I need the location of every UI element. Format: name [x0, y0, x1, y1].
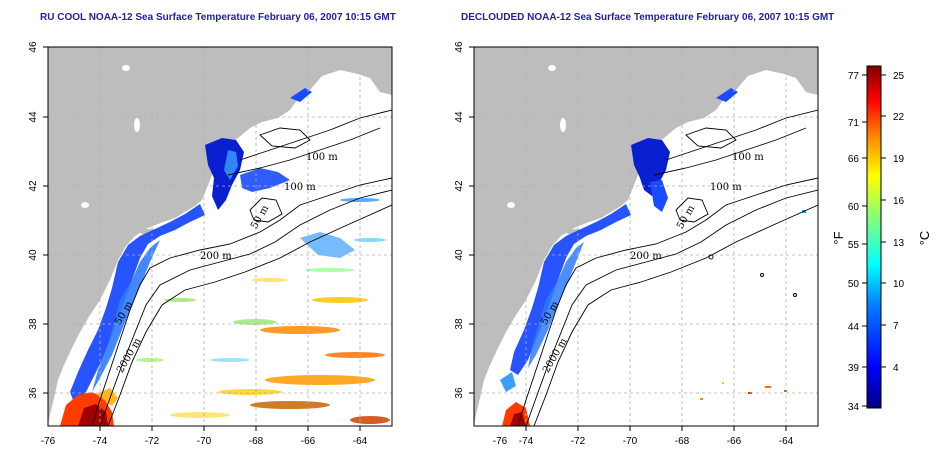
right-map-frame [473, 46, 819, 427]
contour-label: 100 m [710, 182, 742, 193]
celsius-tick: 13 [893, 238, 905, 249]
left-map-frame [47, 46, 393, 427]
contour-label: 100 m [306, 152, 338, 163]
celsius-tick: 7 [893, 321, 899, 332]
celsius-tick: 16 [893, 196, 905, 207]
y-tick-label: 42 [28, 180, 39, 192]
fahrenheit-tick: 34 [848, 402, 860, 413]
x-tick-label: -72 [145, 436, 160, 447]
fahrenheit-axis-label: °F [831, 231, 846, 244]
celsius-tick: 22 [893, 112, 905, 123]
x-tick-label: -64 [779, 436, 794, 447]
x-tick-label: -68 [675, 436, 690, 447]
contour-label: 200 m [200, 251, 232, 262]
y-tick-label: 46 [28, 41, 39, 53]
y-tick-label: 38 [454, 318, 465, 330]
y-tick-label: 40 [28, 249, 39, 261]
left-panel-title: RU COOL NOAA-12 Sea Surface Temperature … [40, 12, 396, 23]
x-tick-label: -70 [197, 436, 212, 447]
x-tick-label: -70 [623, 436, 638, 447]
contour-label: 100 m [284, 182, 316, 193]
fahrenheit-tick: 77 [848, 71, 860, 82]
y-tick-label: 46 [454, 41, 465, 53]
x-tick-label: -74 [93, 436, 108, 447]
fahrenheit-tick: 71 [848, 118, 860, 129]
fahrenheit-tick: 50 [848, 279, 860, 290]
fahrenheit-tick: 55 [848, 240, 860, 251]
temperature-colorbar: 77 71 66 60 55 50 44 39 34 25 22 19 16 1… [831, 65, 932, 413]
fahrenheit-tick: 44 [848, 322, 860, 333]
y-tick-label: 44 [28, 111, 39, 123]
right-map: 100 m 100 m 50 m 200 m 50 m 2000 m -76 -… [454, 41, 819, 447]
x-tick-label: -66 [727, 436, 742, 447]
land-mass [48, 47, 392, 426]
x-tick-label: -74 [519, 436, 534, 447]
x-tick-label: -76 [493, 436, 508, 447]
y-tick-label: 40 [454, 249, 465, 261]
x-tick-label: -72 [571, 436, 586, 447]
celsius-tick: 19 [893, 154, 905, 165]
fahrenheit-tick: 60 [848, 202, 860, 213]
left-map: 100 m 100 m 50 m 200 m 50 m 2000 m -76 -… [28, 41, 393, 447]
x-tick-label: -76 [41, 436, 56, 447]
celsius-tick: 10 [893, 279, 905, 290]
contour-label: 200 m [630, 251, 662, 262]
celsius-axis-label: °C [917, 231, 932, 246]
x-tick-label: -64 [353, 436, 368, 447]
x-tick-label: -66 [301, 436, 316, 447]
celsius-tick: 4 [893, 363, 899, 374]
right-panel-title: DECLOUDED NOAA-12 Sea Surface Temperatur… [461, 12, 835, 23]
colorbar-gradient [866, 65, 882, 409]
celsius-tick: 25 [893, 71, 905, 82]
y-tick-label: 38 [28, 318, 39, 330]
fahrenheit-tick: 66 [848, 154, 860, 165]
land-mass [474, 47, 818, 426]
y-tick-label: 42 [454, 180, 465, 192]
y-tick-label: 44 [454, 111, 465, 123]
y-tick-label: 36 [28, 387, 39, 399]
y-tick-label: 36 [454, 387, 465, 399]
contour-label: 100 m [732, 152, 764, 163]
fahrenheit-tick: 39 [848, 363, 860, 374]
x-tick-label: -68 [249, 436, 264, 447]
